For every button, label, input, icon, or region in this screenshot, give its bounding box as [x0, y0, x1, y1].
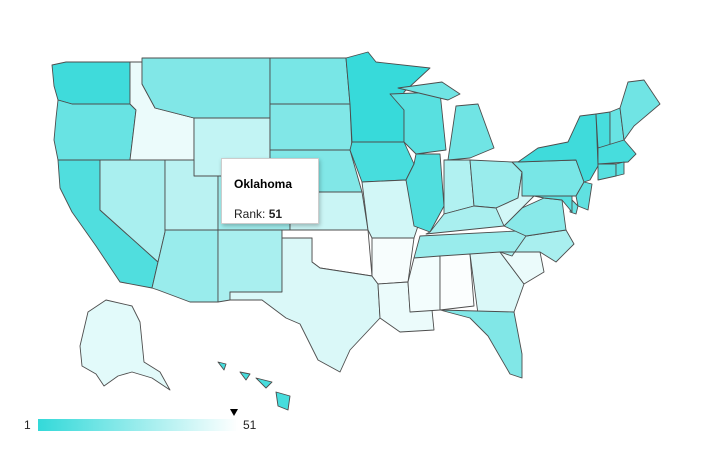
state-sd[interactable]	[269, 103, 353, 151]
state-tooltip: Oklahoma Rank: 51	[221, 158, 319, 224]
state-al[interactable]	[439, 253, 475, 311]
state-in[interactable]	[443, 159, 475, 215]
state-fl[interactable]	[439, 309, 523, 379]
state-ri[interactable]	[615, 161, 625, 177]
state-wa[interactable]	[51, 61, 131, 105]
state-nd[interactable]	[269, 57, 351, 105]
state-ak[interactable]	[79, 299, 171, 391]
tooltip-rank-value: 51	[268, 207, 283, 221]
state-or[interactable]	[53, 99, 137, 161]
state-ma[interactable]	[597, 139, 637, 165]
tooltip-rank: Rank: 51	[234, 207, 282, 221]
state-ny[interactable]	[517, 113, 599, 183]
state-ga[interactable]	[469, 251, 525, 315]
state-nm[interactable]	[217, 229, 283, 303]
state-me[interactable]	[619, 79, 661, 141]
state-mt[interactable]	[141, 57, 271, 119]
state-ct[interactable]	[597, 163, 617, 181]
state-hi[interactable]	[217, 361, 291, 411]
state-vt[interactable]	[595, 111, 611, 149]
state-ia[interactable]	[349, 141, 415, 183]
state-mi[interactable]	[397, 81, 495, 161]
legend-gradient-bar	[38, 419, 238, 431]
legend-value-marker	[230, 409, 238, 416]
legend-max-label: 51	[243, 418, 257, 432]
tooltip-rank-label: Rank:	[234, 207, 266, 221]
state-mn[interactable]	[345, 51, 431, 143]
state-ms[interactable]	[407, 255, 441, 313]
state-md[interactable]	[533, 195, 573, 213]
state-nj[interactable]	[575, 181, 593, 211]
state-tx[interactable]	[229, 237, 381, 373]
tooltip-state-name: Oklahoma	[234, 177, 293, 191]
states-layer	[51, 51, 661, 411]
state-pa[interactable]	[511, 159, 585, 197]
state-il[interactable]	[405, 153, 445, 233]
state-ar[interactable]	[371, 237, 415, 285]
legend-min-label: 1	[24, 418, 31, 432]
